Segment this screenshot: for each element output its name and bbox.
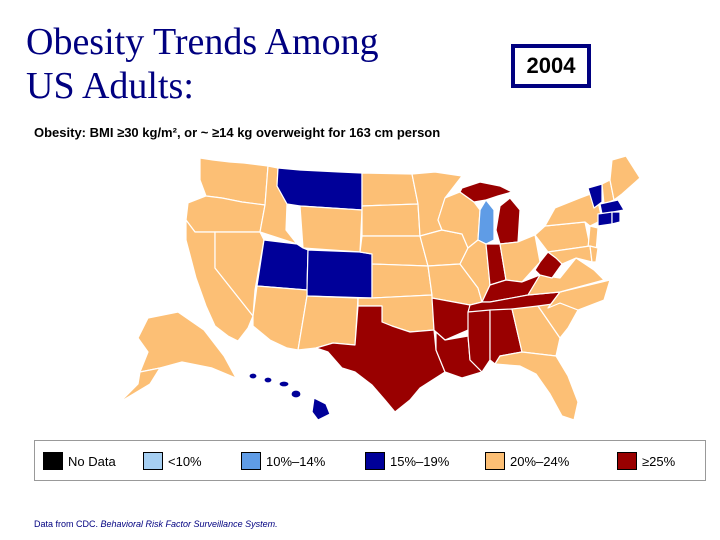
legend-swatch	[617, 452, 637, 470]
state-AK-tail	[119, 367, 161, 403]
state-HI-4	[290, 389, 302, 399]
legend-item-lt10: <10%	[143, 451, 202, 471]
legend-item-15-19: 15%–19%	[365, 451, 449, 471]
state-UT	[256, 239, 309, 291]
state-DE	[589, 245, 599, 263]
legend-swatch	[43, 452, 63, 470]
slide-title: Obesity Trends Among US Adults:	[26, 20, 446, 108]
year-badge: 2004	[511, 44, 591, 88]
legend-swatch	[143, 452, 163, 470]
state-KS	[371, 263, 433, 299]
year-label: 2004	[515, 48, 587, 84]
legend-swatch	[365, 452, 385, 470]
legend-item-no-data: No Data	[43, 451, 116, 471]
state-AK	[137, 311, 237, 379]
legend-label: 10%–14%	[266, 453, 326, 469]
title-line-2: US Adults:	[26, 65, 194, 107]
state-NY	[544, 191, 603, 227]
state-HI-2	[263, 376, 273, 384]
state-MT	[276, 167, 363, 211]
state-IA	[419, 229, 469, 267]
state-FL	[494, 351, 579, 421]
state-HI-1	[248, 372, 258, 380]
definition-subtitle: Obesity: BMI ≥30 kg/m², or ~ ≥14 kg over…	[34, 125, 441, 140]
state-NM	[297, 295, 359, 351]
state-NV	[214, 231, 265, 317]
state-MA	[599, 199, 625, 215]
state-PA	[534, 221, 591, 253]
us-obesity-map	[119, 155, 641, 421]
title-line-1: Obesity Trends Among	[26, 21, 379, 63]
source-italic: Behavioral Risk Factor Surveillance Syst…	[100, 519, 278, 529]
state-ME	[609, 155, 641, 201]
legend-swatch	[485, 452, 505, 470]
state-MI-UP	[459, 181, 513, 203]
source-prefix: Data from CDC.	[34, 519, 101, 529]
legend-label: 15%–19%	[390, 453, 450, 469]
state-ND	[361, 172, 419, 207]
state-VT	[587, 183, 603, 209]
state-SD	[361, 203, 421, 237]
legend-label: 20%–24%	[510, 453, 570, 469]
lake-michigan	[477, 199, 495, 245]
state-WY	[299, 205, 363, 253]
state-AZ	[252, 285, 308, 351]
state-MI	[495, 197, 521, 245]
legend-label: ≥25%	[642, 453, 676, 469]
legend-label: No Data	[68, 453, 116, 469]
legend-item-10-14: 10%–14%	[241, 451, 325, 471]
state-RI	[611, 211, 621, 225]
legend-item-20-24: 20%–24%	[485, 451, 569, 471]
legend-swatch	[241, 452, 261, 470]
legend-item-ge25: ≥25%	[617, 451, 675, 471]
state-HI-3	[278, 380, 290, 388]
legend: No Data <10% 10%–14% 15%–19% 20%–24% ≥25…	[34, 440, 706, 481]
legend-label: <10%	[168, 453, 202, 469]
state-TX	[315, 305, 446, 413]
source-note: Data from CDC. Behavioral Risk Factor Su…	[34, 519, 278, 529]
state-GA	[511, 305, 561, 357]
state-CT	[597, 211, 613, 227]
state-HI-5	[311, 397, 331, 421]
state-CO	[306, 249, 373, 299]
